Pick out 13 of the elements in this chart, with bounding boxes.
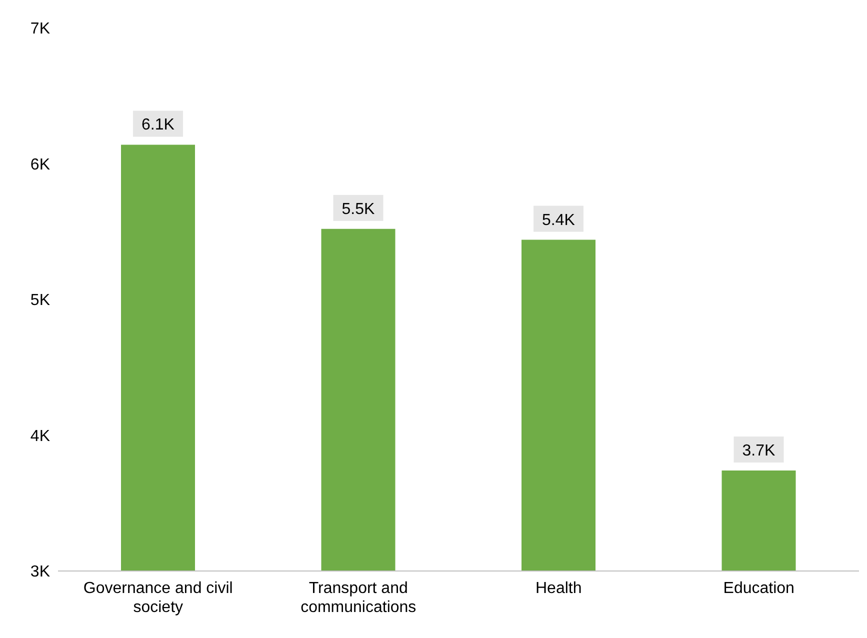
data-label: 5.4K <box>542 212 576 229</box>
y-tick-label: 4K <box>30 428 50 445</box>
y-tick-label: 7K <box>30 20 50 38</box>
x-tick-label: Transport and communications <box>300 580 416 616</box>
y-tick-label: 5K <box>30 292 50 310</box>
data-label: 3.7K <box>742 442 776 460</box>
data-label: 5.5K <box>342 200 376 218</box>
data-label: 6.1K <box>142 116 175 134</box>
x-tick-label: Health <box>536 580 582 597</box>
y-tick-label: 3K <box>30 564 50 581</box>
x-tick-label: Governance and civil society <box>83 580 233 616</box>
x-tick-label: Education <box>723 580 794 597</box>
y-tick-label: 6K <box>30 156 50 174</box>
